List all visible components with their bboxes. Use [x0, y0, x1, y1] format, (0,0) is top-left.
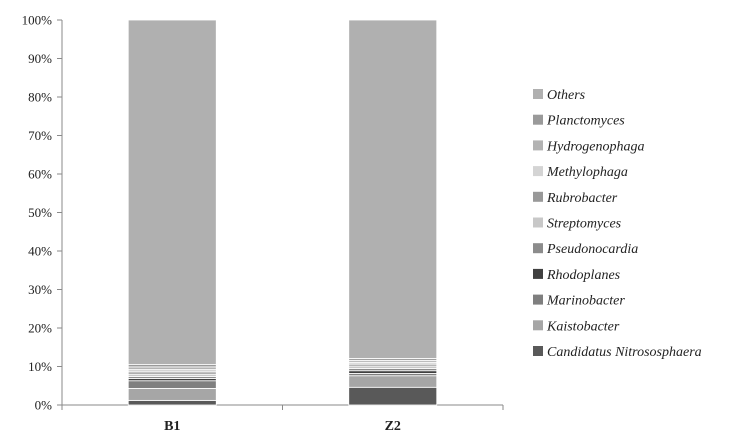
legend: Others Planctomyces Hydrogenophaga Methylop…	[533, 88, 702, 360]
legend-label: Marinobacter	[546, 294, 625, 309]
bar-segment	[127, 388, 217, 401]
legend-swatch	[533, 114, 543, 125]
legend-label: Rhodoplanes	[546, 268, 621, 283]
y-tick-label: 0%	[35, 398, 53, 413]
bar-segment	[348, 375, 438, 388]
y-tick-label: 60%	[28, 167, 52, 182]
legend-swatch	[533, 140, 543, 151]
legend-label: Others	[547, 88, 586, 103]
bar-segment	[348, 370, 438, 374]
y-tick-label: 40%	[28, 244, 52, 259]
bar-segment	[127, 399, 217, 406]
y-tick-label: 90%	[28, 51, 52, 66]
bar-segment	[127, 366, 217, 370]
y-tick-label: 30%	[28, 282, 52, 297]
legend-label: Rubrobacter	[546, 191, 618, 206]
legend-swatch	[533, 243, 543, 254]
bar-segment	[348, 386, 438, 406]
bar-segment	[127, 19, 217, 365]
y-axis: 0% 10% 20% 30% 40% 50% 60% 70% 80% 90% 100%	[22, 13, 63, 413]
legend-swatch	[533, 320, 543, 331]
legend-label: Pseudonocardia	[546, 242, 638, 257]
x-category-label: B1	[164, 419, 180, 432]
legend-swatch	[533, 346, 543, 356]
legend-label: Planctomyces	[546, 114, 625, 129]
legend-label: Streptomyces	[547, 217, 622, 232]
legend-swatch	[533, 191, 543, 202]
legend-label: Hydrogenophaga	[546, 139, 644, 154]
legend-swatch	[533, 268, 543, 279]
y-tick-label: 80%	[28, 90, 52, 105]
legend-swatch	[533, 294, 543, 305]
y-tick-label: 100%	[22, 13, 53, 28]
legend-swatch	[533, 89, 543, 99]
bar-segment	[348, 19, 438, 359]
bars	[127, 19, 438, 406]
legend-swatch	[533, 166, 543, 177]
x-axis: B1 Z2	[61, 404, 504, 432]
y-tick-label: 20%	[28, 321, 52, 336]
legend-label: Candidatus Nitrososphaera	[547, 345, 702, 360]
legend-label: Kaistobacter	[546, 319, 620, 334]
y-tick-label: 10%	[28, 359, 52, 374]
y-tick-label: 50%	[28, 205, 52, 220]
y-tick-label: 70%	[28, 128, 52, 143]
legend-swatch	[533, 217, 543, 228]
legend-label: Methylophaga	[546, 165, 628, 180]
bar-segment	[127, 380, 217, 389]
x-category-label: Z2	[385, 419, 401, 432]
